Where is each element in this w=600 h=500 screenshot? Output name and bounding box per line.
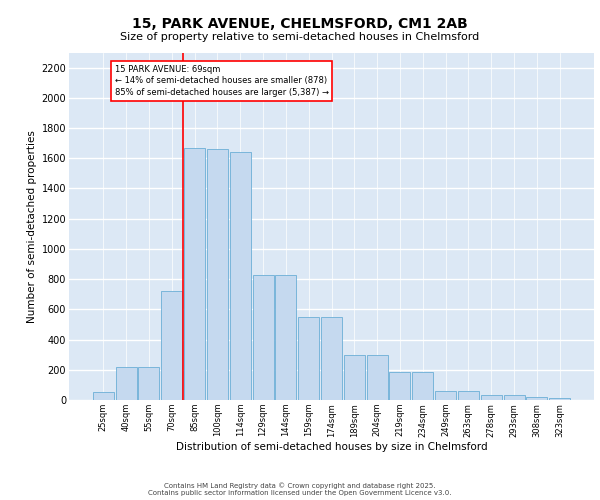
X-axis label: Distribution of semi-detached houses by size in Chelmsford: Distribution of semi-detached houses by … bbox=[176, 442, 487, 452]
Bar bbox=[116, 367, 137, 400]
Bar bbox=[253, 274, 274, 400]
Bar bbox=[435, 391, 456, 400]
Bar bbox=[549, 398, 570, 400]
Y-axis label: Number of semi-detached properties: Number of semi-detached properties bbox=[28, 130, 37, 322]
Bar bbox=[526, 397, 547, 400]
Bar bbox=[321, 317, 342, 400]
Bar bbox=[161, 291, 182, 400]
Bar bbox=[344, 354, 365, 400]
Text: Contains HM Land Registry data © Crown copyright and database right 2025.
Contai: Contains HM Land Registry data © Crown c… bbox=[148, 482, 452, 496]
Bar bbox=[275, 274, 296, 400]
Text: Size of property relative to semi-detached houses in Chelmsford: Size of property relative to semi-detach… bbox=[121, 32, 479, 42]
Bar bbox=[503, 394, 524, 400]
Text: 15, PARK AVENUE, CHELMSFORD, CM1 2AB: 15, PARK AVENUE, CHELMSFORD, CM1 2AB bbox=[132, 18, 468, 32]
Bar bbox=[139, 367, 160, 400]
Bar bbox=[93, 392, 114, 400]
Bar bbox=[412, 372, 433, 400]
Bar bbox=[207, 149, 228, 400]
Bar bbox=[298, 317, 319, 400]
Bar bbox=[458, 391, 479, 400]
Bar bbox=[184, 148, 205, 400]
Text: 15 PARK AVENUE: 69sqm
← 14% of semi-detached houses are smaller (878)
85% of sem: 15 PARK AVENUE: 69sqm ← 14% of semi-deta… bbox=[115, 64, 329, 97]
Bar bbox=[230, 152, 251, 400]
Bar bbox=[389, 372, 410, 400]
Bar bbox=[481, 394, 502, 400]
Bar bbox=[367, 354, 388, 400]
